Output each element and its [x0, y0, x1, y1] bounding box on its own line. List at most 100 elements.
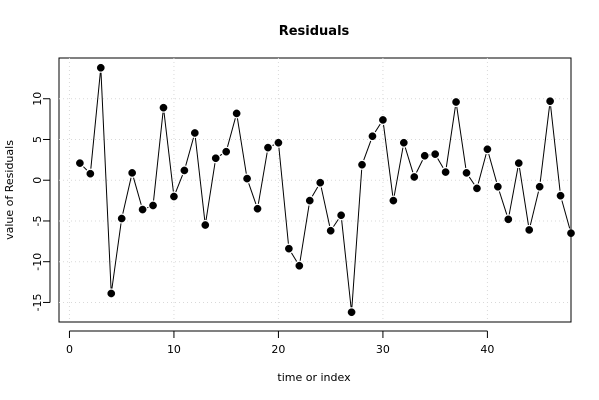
series-segment-32	[416, 160, 423, 173]
x-tick-label-4: 40	[480, 343, 494, 356]
data-point-43	[514, 159, 523, 167]
data-point-18	[253, 204, 262, 213]
series-segment-42	[519, 167, 529, 226]
series-segment-15	[236, 118, 247, 174]
series-segment-37	[468, 176, 475, 185]
series-segment-20	[291, 252, 298, 262]
y-tick-label-4: 5	[31, 136, 44, 143]
series-segment-34	[437, 158, 444, 169]
series-segment-19	[278, 147, 289, 244]
data-point-12	[190, 129, 199, 137]
data-point-23	[305, 196, 314, 205]
data-point-41	[494, 182, 502, 191]
data-point-34	[420, 151, 429, 160]
data-point-33	[410, 173, 419, 181]
data-point-9	[159, 103, 168, 112]
series-segment-29	[383, 124, 394, 196]
data-point-38	[462, 169, 471, 177]
series-segment-43	[529, 191, 539, 226]
series-segment-24	[333, 219, 339, 227]
x-tick-label-0: 0	[66, 343, 73, 356]
series-segment-41	[508, 167, 519, 215]
y-tick-label-1: -10	[31, 253, 44, 271]
series-segment-45	[550, 106, 561, 191]
data-point-10	[170, 192, 178, 201]
x-tick-label-2: 20	[271, 343, 285, 356]
series-segment-3	[111, 223, 122, 289]
series-segment-26	[351, 169, 363, 308]
series-segment-1	[90, 72, 101, 169]
series-segment-36	[456, 106, 467, 169]
series-segment-22	[311, 186, 319, 197]
series-segment-14	[227, 118, 236, 148]
data-point-20	[274, 138, 283, 147]
series-segment-30	[393, 147, 404, 196]
data-point-30	[379, 116, 387, 124]
data-point-24	[316, 178, 325, 187]
data-point-6	[128, 169, 136, 177]
series-segment-21	[299, 205, 310, 261]
data-point-47	[556, 191, 565, 200]
data-point-16	[232, 109, 241, 118]
data-point-22	[295, 261, 304, 270]
residuals-series	[83, 72, 571, 308]
data-point-26	[337, 211, 345, 220]
series-segment-39	[488, 153, 497, 183]
series-segment-7	[153, 112, 164, 201]
data-point-15	[222, 147, 231, 156]
series-segment-44	[539, 106, 550, 182]
data-point-31	[389, 196, 398, 205]
data-point-13	[201, 221, 210, 229]
data-point-48	[567, 229, 575, 238]
data-point-27	[347, 308, 356, 317]
data-point-42	[504, 215, 513, 224]
data-point-40	[483, 145, 492, 154]
series-segment-46	[561, 200, 571, 229]
data-point-19	[264, 143, 272, 152]
data-point-29	[368, 132, 377, 141]
series-segment-4	[122, 177, 132, 214]
series-segment-27	[363, 140, 372, 161]
series-segment-38	[477, 153, 487, 184]
data-point-21	[285, 244, 293, 253]
y-axis: -15 -10 -5 0 5 10	[31, 92, 51, 311]
x-axis-label: time or index	[277, 371, 351, 384]
series-segment-35	[445, 106, 456, 168]
series-segment-18	[272, 144, 275, 146]
data-point-32	[399, 138, 408, 147]
series-segment-10	[185, 137, 194, 166]
x-tick-label-3: 30	[376, 343, 390, 356]
data-point-37	[452, 98, 460, 106]
plot-area	[58, 57, 575, 323]
series-segment-12	[205, 163, 216, 221]
data-point-8	[149, 201, 157, 210]
data-point-45	[535, 182, 544, 191]
data-point-25	[326, 226, 335, 235]
series-segment-31	[404, 147, 414, 173]
series-segment-9	[175, 174, 183, 193]
data-point-36	[441, 168, 450, 176]
plot-frame	[58, 57, 572, 323]
gridlines	[59, 58, 571, 322]
series-segment-2	[100, 72, 112, 289]
data-point-17	[243, 174, 251, 183]
data-point-46	[546, 97, 554, 106]
series-segment-23	[320, 187, 331, 226]
data-point-28	[358, 160, 366, 169]
data-point-1	[76, 159, 84, 167]
y-tick-label-3: 0	[31, 177, 44, 184]
y-tick-label-2: -5	[31, 215, 44, 226]
series-segment-16	[248, 183, 257, 205]
series-segment-11	[194, 137, 206, 221]
series-segment-0	[83, 166, 88, 171]
x-tick-label-1: 10	[167, 343, 181, 356]
y-axis-label: value of Residuals	[3, 140, 16, 240]
series-segment-17	[257, 152, 268, 204]
data-point-7	[138, 205, 147, 214]
data-point-4	[107, 289, 116, 298]
data-point-39	[473, 184, 481, 193]
series-segment-40	[498, 191, 508, 215]
x-axis: 0 10 20 30 40	[66, 330, 494, 356]
residual-points	[76, 63, 575, 317]
series-segment-28	[374, 123, 381, 133]
